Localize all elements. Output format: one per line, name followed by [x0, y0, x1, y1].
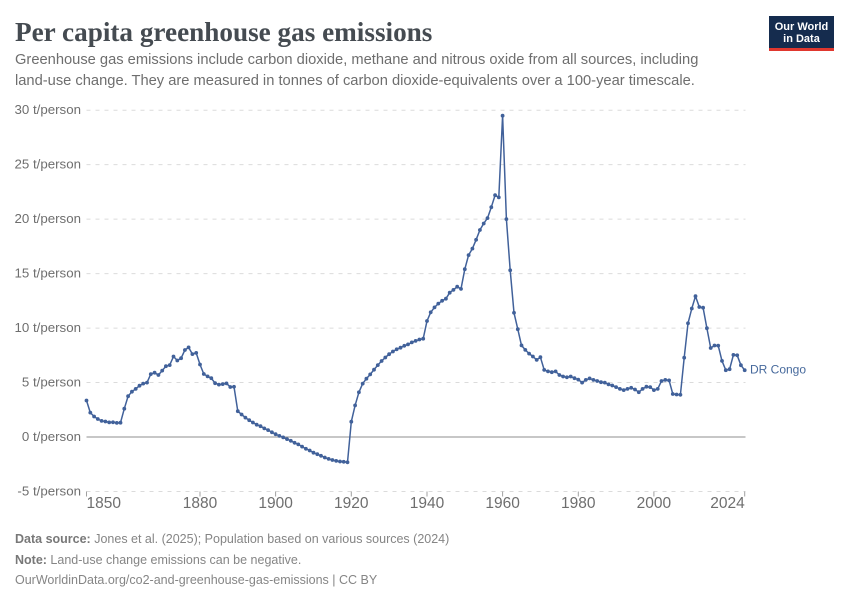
svg-text:1980: 1980 — [561, 495, 596, 512]
svg-text:2000: 2000 — [637, 495, 672, 512]
svg-text:10 t/person: 10 t/person — [14, 320, 81, 335]
svg-text:1850: 1850 — [87, 495, 122, 512]
svg-text:2024: 2024 — [710, 495, 745, 512]
svg-text:1900: 1900 — [258, 495, 293, 512]
svg-text:25 t/person: 25 t/person — [14, 157, 81, 172]
svg-text:1940: 1940 — [410, 495, 445, 512]
svg-text:1920: 1920 — [334, 495, 369, 512]
svg-text:-5 t/person: -5 t/person — [17, 484, 81, 499]
svg-text:1960: 1960 — [485, 495, 520, 512]
svg-text:1880: 1880 — [183, 495, 218, 512]
svg-text:0 t/person: 0 t/person — [22, 429, 81, 444]
svg-text:5 t/person: 5 t/person — [22, 375, 81, 390]
svg-text:DR Congo: DR Congo — [750, 363, 806, 377]
svg-text:30 t/person: 30 t/person — [14, 102, 81, 117]
svg-text:20 t/person: 20 t/person — [14, 211, 81, 226]
svg-text:15 t/person: 15 t/person — [14, 266, 81, 281]
